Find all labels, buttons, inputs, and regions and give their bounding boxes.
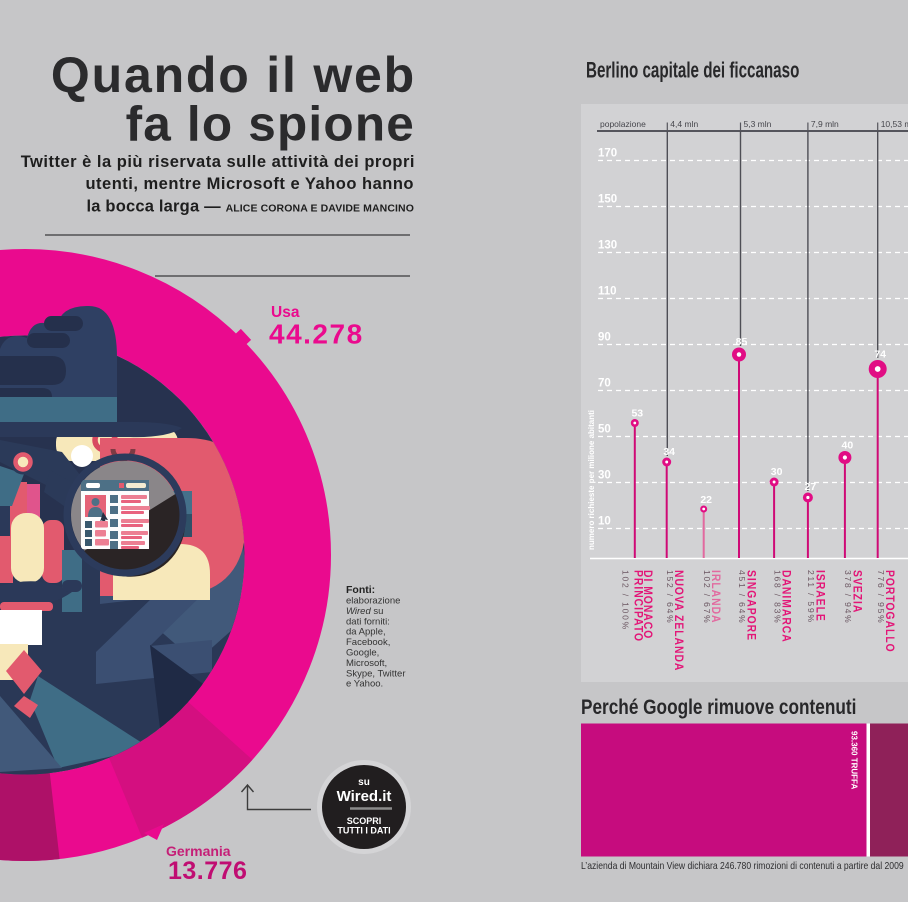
svg-text:13.776: 13.776 xyxy=(168,857,247,885)
svg-text:44.278: 44.278 xyxy=(269,319,364,350)
svg-text:4,4 mln: 4,4 mln xyxy=(670,119,698,129)
svg-text:776 / 95%: 776 / 95% xyxy=(876,570,886,624)
svg-text:30: 30 xyxy=(771,466,783,478)
svg-text:50: 50 xyxy=(598,424,611,436)
svg-text:34: 34 xyxy=(663,446,675,458)
svg-text:70: 70 xyxy=(598,378,611,390)
svg-text:40: 40 xyxy=(842,440,854,452)
svg-text:10: 10 xyxy=(598,516,611,528)
svg-text:Microsoft,: Microsoft, xyxy=(346,658,387,669)
svg-text:e Yahoo.: e Yahoo. xyxy=(346,679,383,690)
svg-text:Usa: Usa xyxy=(271,304,300,321)
svg-text:la bocca larga — ALICE CORONA: la bocca larga — ALICE CORONA E DAVIDE M… xyxy=(86,198,414,216)
svg-text:da Apple,: da Apple, xyxy=(346,627,386,638)
svg-text:fa lo spione: fa lo spione xyxy=(126,97,415,152)
svg-text:93.360 TRUFFA: 93.360 TRUFFA xyxy=(850,731,859,789)
svg-text:74: 74 xyxy=(874,349,886,361)
svg-text:DI MONACO: DI MONACO xyxy=(641,570,654,639)
svg-text:ISRAELE: ISRAELE xyxy=(813,570,826,622)
svg-text:10,53 mln: 10,53 mln xyxy=(881,119,908,129)
svg-text:90: 90 xyxy=(598,332,611,344)
svg-text:Wired.it: Wired.it xyxy=(337,788,392,805)
svg-text:152 / 64%: 152 / 64% xyxy=(665,570,675,624)
svg-text:su: su xyxy=(358,777,370,788)
svg-text:TUTTI I DATI: TUTTI I DATI xyxy=(337,826,390,836)
svg-text:SINGAPORE: SINGAPORE xyxy=(744,570,757,641)
svg-text:110: 110 xyxy=(598,286,617,298)
svg-text:451 / 64%: 451 / 64% xyxy=(737,570,747,624)
svg-text:85: 85 xyxy=(736,336,748,348)
svg-text:dati forniti:: dati forniti: xyxy=(346,616,390,627)
svg-text:Berlino capitale dei ficcanaso: Berlino capitale dei ficcanaso xyxy=(586,59,799,83)
svg-text:Germania: Germania xyxy=(166,843,231,859)
svg-text:NUOVA ZELANDA: NUOVA ZELANDA xyxy=(672,570,685,671)
svg-text:L’azienda di Mountain View dic: L’azienda di Mountain View dichiara 246.… xyxy=(581,860,904,872)
svg-text:Fonti:: Fonti: xyxy=(346,584,375,596)
svg-text:Skype, Twitter: Skype, Twitter xyxy=(346,668,406,679)
svg-text:Twitter è la più riservata sul: Twitter è la più riservata sulle attivit… xyxy=(21,153,415,171)
svg-text:popolazione: popolazione xyxy=(600,119,646,129)
svg-text:Facebook,: Facebook, xyxy=(346,637,390,648)
svg-text:211 / 59%: 211 / 59% xyxy=(806,570,816,624)
svg-text:27: 27 xyxy=(805,481,817,493)
svg-text:DANIMARCA: DANIMARCA xyxy=(779,570,792,643)
svg-text:22: 22 xyxy=(700,494,712,506)
svg-text:102 / 100%: 102 / 100% xyxy=(621,570,631,631)
svg-text:PRINCIPATO: PRINCIPATO xyxy=(631,570,644,642)
svg-text:SVEZIA: SVEZIA xyxy=(850,570,863,613)
svg-text:Quando il web: Quando il web xyxy=(51,47,416,103)
svg-text:elaborazione: elaborazione xyxy=(346,596,400,607)
svg-text:Google,: Google, xyxy=(346,648,379,659)
svg-text:IRLANDA: IRLANDA xyxy=(709,570,722,623)
svg-text:Wired su: Wired su xyxy=(346,606,383,617)
svg-text:SCOPRI: SCOPRI xyxy=(347,816,382,826)
svg-text:7,9 mln: 7,9 mln xyxy=(811,119,839,129)
svg-text:378 / 94%: 378 / 94% xyxy=(843,570,853,624)
svg-text:numero richieste per milione a: numero richieste per milione abitanti xyxy=(587,410,596,550)
svg-text:168 / 83%: 168 / 83% xyxy=(772,570,782,624)
svg-text:Perché Google rimuove contenut: Perché Google rimuove contenuti xyxy=(581,697,856,720)
svg-text:5,3 mln: 5,3 mln xyxy=(744,119,772,129)
svg-text:170: 170 xyxy=(598,148,617,160)
svg-text:150: 150 xyxy=(598,194,617,206)
svg-text:130: 130 xyxy=(598,240,617,252)
svg-text:30: 30 xyxy=(598,470,611,482)
svg-text:53: 53 xyxy=(631,408,643,420)
svg-text:PORTOGALLO: PORTOGALLO xyxy=(883,570,896,653)
svg-text:102 / 67%: 102 / 67% xyxy=(702,570,712,624)
svg-text:utenti, mentre Microsoft e Yah: utenti, mentre Microsoft e Yahoo hanno xyxy=(85,175,414,193)
